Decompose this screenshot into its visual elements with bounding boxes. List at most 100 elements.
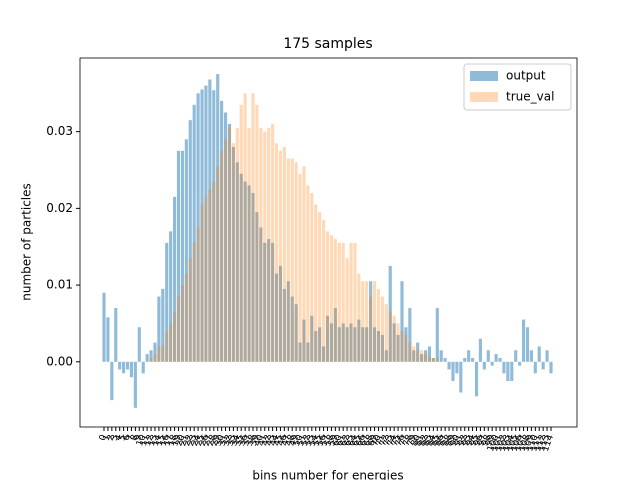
x-tick-label: 93	[461, 433, 474, 447]
bar	[435, 308, 439, 362]
bar	[506, 361, 510, 381]
bar	[208, 79, 212, 362]
x-tick-label: 98	[480, 433, 493, 447]
x-tick-label: 52	[300, 433, 313, 447]
bar	[392, 315, 396, 362]
bar	[545, 350, 549, 362]
bar	[223, 112, 228, 362]
x-tick-label: 41	[257, 433, 270, 447]
x-tick-label: 38	[245, 433, 258, 447]
bar	[282, 146, 286, 362]
bar	[372, 281, 377, 362]
bar	[322, 219, 326, 362]
bar	[243, 181, 247, 362]
bar	[318, 327, 322, 362]
bar	[286, 281, 290, 362]
bar	[188, 120, 192, 362]
bar	[165, 242, 169, 362]
bar	[420, 354, 424, 362]
x-tick-label: 69	[366, 433, 379, 447]
x-tick-label: 82	[417, 433, 430, 447]
bar	[478, 338, 482, 362]
bar	[274, 143, 279, 362]
bar	[510, 361, 514, 381]
legend-label: true_val	[506, 90, 554, 104]
x-tick-label: 78	[402, 433, 415, 447]
x-tick-label: 65	[351, 433, 364, 447]
x-tick-label: 84	[425, 433, 438, 447]
bar	[271, 123, 275, 362]
bar	[451, 361, 455, 381]
x-tick-label: 94	[464, 433, 477, 447]
bar	[200, 204, 204, 362]
bar	[494, 354, 498, 362]
bar	[235, 162, 239, 362]
bar	[196, 227, 200, 362]
bar	[133, 361, 137, 408]
bar	[310, 193, 314, 362]
bar	[384, 304, 388, 362]
x-tick-label: 23	[186, 433, 199, 447]
bar	[314, 331, 318, 362]
bar	[110, 361, 114, 401]
x-tick-label: 89	[445, 433, 458, 447]
bar	[290, 296, 294, 362]
bar	[345, 258, 349, 362]
x-tick-label: 31	[217, 433, 230, 447]
x-tick-label: 12	[143, 433, 156, 447]
x-tick-label: 59	[327, 433, 340, 447]
x-tick-label: 56	[315, 433, 328, 447]
bar	[521, 319, 526, 362]
bar	[525, 327, 530, 362]
bar	[341, 242, 345, 362]
bar	[329, 235, 333, 362]
x-tick-label: 14	[151, 433, 164, 447]
bar	[439, 350, 443, 362]
x-tick-label: 92	[457, 433, 470, 447]
x-tick-label: 73	[382, 433, 395, 447]
bar	[392, 323, 396, 362]
bar	[220, 150, 224, 362]
x-tick-label: 95	[468, 433, 481, 447]
bar	[176, 296, 181, 362]
bar	[435, 357, 439, 362]
bar	[443, 357, 447, 362]
x-tick-label: 61	[335, 433, 348, 447]
bar	[192, 242, 196, 362]
bar	[149, 350, 153, 362]
bar	[423, 354, 428, 362]
bar	[365, 281, 369, 362]
bar	[376, 288, 381, 362]
y-tick-label: 0.03	[46, 124, 73, 138]
bar	[118, 361, 122, 370]
x-tick-label: 4	[113, 433, 124, 442]
bar	[361, 327, 365, 362]
bar	[404, 334, 408, 362]
bar	[310, 315, 314, 362]
x-tick-label: 3	[110, 433, 121, 442]
y-axis-label: number of particles	[20, 183, 34, 301]
bar	[498, 357, 502, 362]
bar	[122, 361, 126, 374]
bar	[208, 189, 212, 362]
x-tick-label: 18	[166, 433, 179, 447]
bar	[416, 350, 420, 362]
x-tick-label: 15	[155, 433, 168, 447]
bar	[431, 357, 435, 362]
bar	[408, 308, 412, 362]
x-tick-label: 97	[476, 433, 489, 447]
bar	[153, 342, 157, 362]
bar	[341, 323, 345, 362]
x-tick-label: 79	[406, 433, 419, 447]
x-tick-label: 75	[390, 433, 403, 447]
bar	[106, 317, 110, 362]
x-tick-label: 90	[449, 433, 462, 447]
x-tick-label: 37	[241, 433, 254, 447]
bar	[318, 212, 322, 362]
x-tick-label: 13	[147, 433, 160, 447]
bar	[267, 127, 271, 362]
x-tick-label: 20	[174, 433, 187, 447]
bar	[145, 354, 149, 362]
legend-label: output	[506, 69, 546, 83]
bar	[263, 131, 267, 362]
